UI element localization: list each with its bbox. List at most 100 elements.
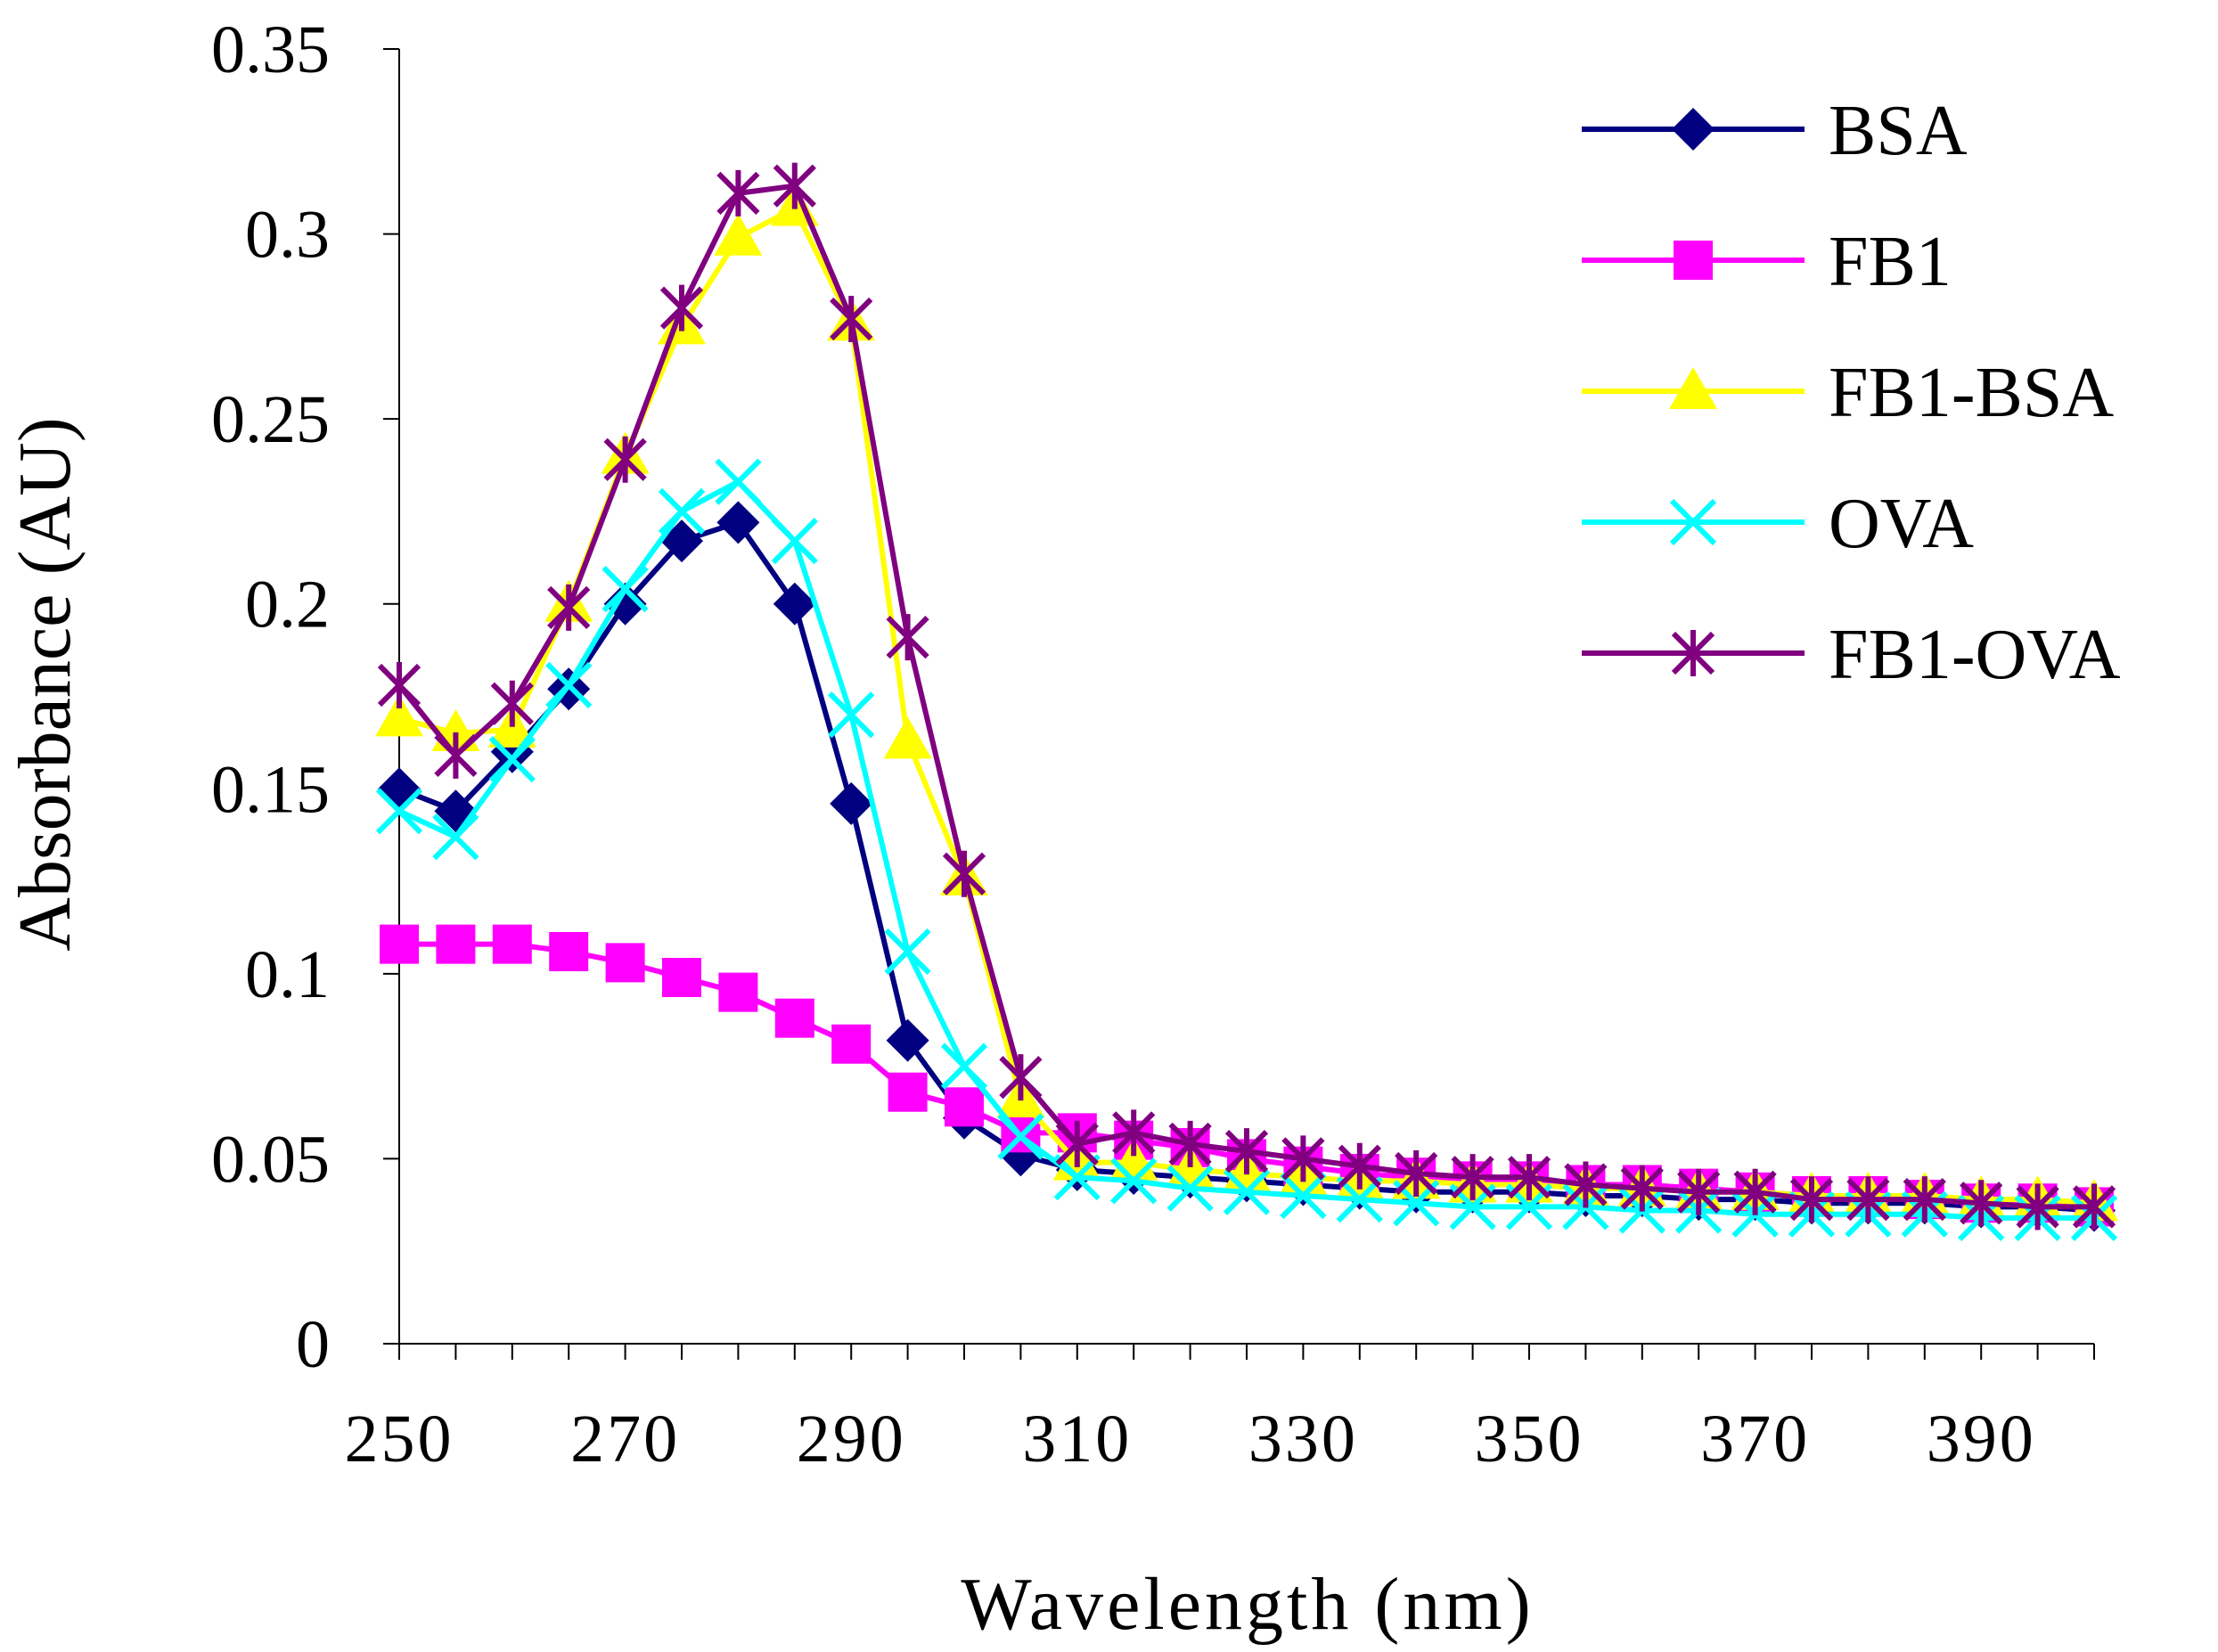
data-point-fb1-ova: [1733, 1168, 1777, 1215]
data-point-ova: [1166, 1165, 1214, 1212]
data-point-fb1-ova: [999, 1054, 1043, 1101]
data-point-fb1-ova: [434, 732, 478, 779]
data-point-ova: [715, 458, 762, 505]
y-tick-label: 0.2: [245, 568, 330, 642]
data-point-ova: [488, 735, 536, 783]
data-point-bsa: [603, 582, 647, 626]
data-point-fb1: [380, 924, 419, 964]
legend-item-ova: OVA: [1582, 485, 1974, 563]
series-layer: [375, 162, 2118, 1241]
data-point-fb1-ova: [1507, 1154, 1551, 1201]
y-tick-label: 0.3: [245, 198, 330, 273]
data-point-fb1-ova: [1281, 1135, 1325, 1182]
data-point-ova: [828, 691, 875, 739]
series-line-fb1-ova: [397, 183, 2094, 1210]
x-tick-label: 370: [1700, 1402, 1810, 1476]
y-tick-labels: 0 0.05 0.1 0.15 0.2 0.25 0.3 0.35: [211, 12, 330, 1382]
data-point-fb1-ova: [377, 662, 422, 709]
x-axis-label: Wavelength (nm): [961, 1563, 1534, 1646]
legend-marker-bsa: [1672, 108, 1715, 151]
data-point-fb1-ova: [886, 614, 929, 661]
data-point-fb1-ova: [1168, 1120, 1212, 1167]
legend-label: FB1: [1829, 223, 1952, 301]
series-fb1-bsa: [375, 184, 2118, 1222]
data-point-fb1: [662, 958, 701, 998]
data-point-ova: [940, 1043, 988, 1090]
x-tick-label: 290: [797, 1402, 906, 1476]
legend-label: FB1-BSA: [1829, 354, 2114, 432]
legend-label: FB1-OVA: [1829, 616, 2121, 694]
y-tick-label: 0.15: [211, 752, 330, 827]
legend-item-fb1-bsa: FB1-BSA: [1582, 354, 2114, 432]
data-point-ova: [997, 1113, 1044, 1160]
data-point-bsa: [773, 582, 816, 626]
legend-marker-fb1-bsa: [1669, 367, 1717, 409]
data-point-ova: [1336, 1175, 1383, 1223]
legend: BSA FB1 FB1-BSA OVA FB1-OVA: [1582, 92, 2121, 694]
data-point-fb1-ova: [1224, 1128, 1269, 1175]
data-point-ova: [545, 661, 593, 709]
data-point-bsa: [830, 781, 873, 825]
y-tick-label: 0: [296, 1307, 330, 1382]
data-point-bsa: [886, 1018, 929, 1062]
data-point-fb1-bsa: [375, 694, 423, 737]
data-point-fb1-bsa: [714, 213, 763, 256]
data-point-ova: [602, 565, 649, 613]
x-tick-label: 330: [1248, 1402, 1358, 1476]
data-point-fb1-ova: [659, 284, 704, 331]
x-tick-label: 250: [345, 1402, 454, 1476]
y-tick-label: 0.35: [211, 12, 330, 87]
data-point-fb1-bsa: [883, 716, 932, 759]
data-point-ova: [375, 788, 423, 835]
x-tick-label: 350: [1475, 1402, 1584, 1476]
data-point-fb1-ova: [830, 296, 873, 343]
y-tick-label: 0.05: [211, 1122, 330, 1197]
data-point-fb1-ova: [773, 162, 816, 209]
series-line-ova: [397, 478, 2094, 1221]
legend-marker-fb1: [1674, 241, 1713, 280]
data-point-fb1-ova: [1620, 1165, 1664, 1212]
legend-label: BSA: [1829, 92, 1968, 170]
data-point-ova: [1053, 1154, 1101, 1201]
data-point-ova: [1223, 1168, 1271, 1215]
legend-marker-ova: [1669, 498, 1717, 546]
data-point-fb1: [831, 1024, 872, 1064]
x-tick-label: 270: [570, 1402, 680, 1476]
legend-item-fb1: FB1: [1582, 223, 1952, 301]
data-point-fb1-ova: [942, 850, 986, 897]
data-point-fb1-ova: [1451, 1154, 1494, 1201]
x-tick-label: 390: [1927, 1402, 2036, 1476]
data-point-ova: [1280, 1172, 1327, 1220]
data-point-fb1: [605, 943, 645, 983]
data-point-fb1: [945, 1087, 984, 1127]
data-point-ova: [1110, 1157, 1158, 1205]
data-point-bsa: [434, 789, 478, 833]
data-point-fb1: [549, 931, 589, 971]
series-ova: [375, 458, 2118, 1241]
data-point-fb1-ova: [1789, 1176, 1834, 1223]
x-tick-labels: 250 270 290 310 330 350 370 390: [345, 1402, 2036, 1476]
data-point-fb1-ova: [1395, 1150, 1438, 1198]
data-point-fb1-ova: [603, 436, 647, 483]
data-point-fb1-ova: [1112, 1109, 1156, 1157]
data-point-fb1-ova: [1564, 1161, 1608, 1208]
data-point-fb1: [436, 924, 476, 964]
data-point-fb1-ova: [1677, 1168, 1721, 1215]
data-point-fb1-ova: [1960, 1180, 2003, 1227]
data-point-ova: [432, 814, 479, 861]
data-point-fb1: [888, 1072, 928, 1112]
data-point-ova: [658, 487, 706, 536]
data-point-fb1-ova: [716, 169, 760, 217]
y-axis-label: Absorbance (AU): [4, 417, 86, 951]
y-tick-label: 0.1: [245, 937, 330, 1012]
data-point-fb1-ova: [2016, 1183, 2059, 1231]
series-bsa: [378, 501, 2116, 1232]
data-point-fb1-ova: [2072, 1183, 2116, 1231]
data-point-ova: [884, 928, 931, 976]
data-point-fb1-ova: [490, 680, 534, 727]
data-point-fb1: [492, 924, 532, 964]
data-point-fb1: [718, 972, 758, 1012]
data-point-fb1: [774, 998, 814, 1038]
series-fb1-ova: [377, 162, 2116, 1231]
